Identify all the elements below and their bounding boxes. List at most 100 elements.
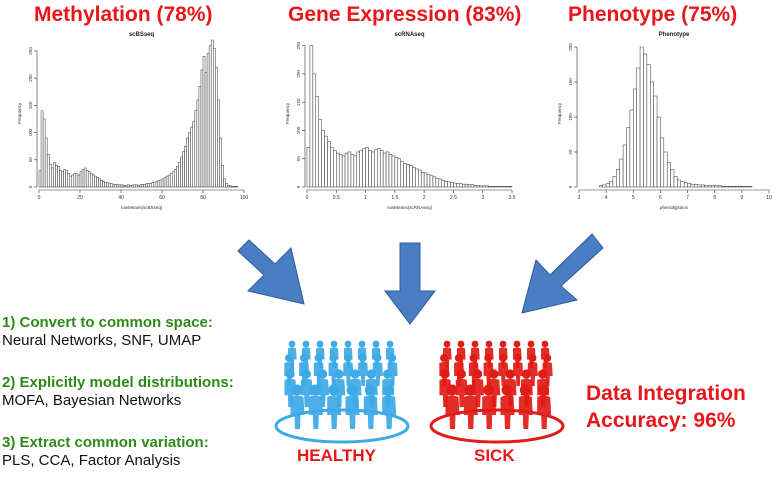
histogram-bar: [223, 178, 226, 188]
person-icon: [344, 340, 352, 348]
person-body: [343, 361, 354, 387]
y-tick-label: 200: [296, 70, 301, 78]
person-body: [358, 361, 369, 387]
x-tick-label: 40: [118, 195, 124, 201]
person-icon: [483, 384, 495, 396]
y-tick-label: 150: [296, 98, 301, 106]
person-icon: [538, 369, 548, 379]
person-body: [317, 378, 329, 408]
x-tick-label: 1: [364, 195, 367, 201]
person-icon: [358, 340, 366, 348]
person-icon: [485, 340, 493, 348]
person-body: [328, 361, 339, 387]
x-tick-label: 3: [578, 195, 581, 201]
person-icon: [489, 369, 499, 379]
person-icon: [301, 369, 311, 379]
person-icon: [501, 384, 513, 396]
result-block: Data Integration Accuracy: 96%: [586, 380, 746, 434]
arrow-left-icon: [237, 239, 305, 305]
strategy-1-methods: Neural Networks, SNF, UMAP: [2, 332, 202, 349]
person-icon: [527, 340, 535, 348]
y-tick-label: 0: [28, 185, 33, 188]
person-icon: [285, 354, 293, 362]
x-axis-label: pheno$glukos: [660, 205, 689, 210]
person-body: [518, 395, 533, 429]
person-icon: [528, 354, 537, 362]
healthy-crowd: [274, 340, 410, 444]
person-body: [382, 395, 397, 429]
chart-title: scBSseq: [129, 32, 155, 38]
person-icon: [346, 384, 358, 396]
person-icon: [309, 384, 321, 396]
group-label-healthy: HEALTHY: [297, 446, 377, 465]
person-body: [455, 378, 468, 408]
person-body: [500, 395, 515, 429]
person-icon: [456, 369, 466, 379]
person-icon: [291, 384, 303, 396]
histogram-bar: [235, 186, 239, 188]
person-icon: [469, 354, 478, 362]
chart-title: Phenotype: [659, 32, 690, 38]
y-axis-label: Frequency: [285, 102, 290, 124]
person-icon: [299, 354, 308, 362]
y-tick-label: 100: [28, 128, 33, 136]
heading-phenotype: Phenotype (75%): [568, 3, 738, 26]
person-icon: [317, 369, 328, 379]
x-axis-label: rowMeans(scBSseq): [121, 205, 163, 210]
y-tick-label: 150: [568, 78, 573, 86]
x-tick-label: 8: [713, 195, 716, 201]
person-icon: [302, 340, 310, 348]
phenotype-histogram: Phenotype 0 50 100 150 200 Frequency 3 4 5 6 7 8 9 10 p…: [557, 32, 772, 210]
person-icon: [330, 340, 338, 348]
x-tick-label: 0.5: [333, 195, 340, 201]
person-icon: [499, 340, 507, 348]
strategy-2-title: 2) Explicitly model distributions:: [2, 374, 234, 391]
person-icon: [364, 384, 376, 396]
person-body: [542, 361, 553, 387]
strategy-1: 1) Convert to common space: Neural Netwo…: [2, 314, 234, 374]
person-icon: [513, 340, 521, 348]
person-icon: [446, 384, 458, 396]
x-tick-label: 0: [38, 195, 41, 201]
person-icon: [314, 354, 323, 362]
chart-title: scRNAseq: [394, 32, 424, 38]
x-tick-label: 80: [200, 195, 206, 201]
y-tick-label: 100: [296, 126, 301, 134]
x-tick-label: 7: [686, 195, 689, 201]
person-body: [513, 361, 524, 387]
x-tick-label: 60: [159, 195, 165, 201]
person-body: [290, 395, 305, 429]
strategy-3: 3) Extract common variation: PLS, CCA, F…: [2, 434, 234, 469]
methylation-histogram: scBSseq 0 50 100 150 200 250 Frequency 0 20 40 60 80…: [17, 32, 248, 210]
y-tick-label: 0: [296, 185, 301, 188]
person-body: [387, 361, 398, 387]
person-icon: [505, 369, 515, 379]
y-tick-label: 50: [28, 157, 33, 163]
x-tick-label: 10: [766, 195, 772, 201]
person-body: [300, 378, 313, 408]
person-icon: [334, 369, 344, 379]
x-tick-label: 5: [632, 195, 635, 201]
group-label-sick: SICK: [474, 446, 515, 465]
person-icon: [328, 384, 340, 396]
person-icon: [383, 384, 395, 396]
strategy-list: 1) Convert to common space: Neural Netwo…: [2, 314, 234, 469]
strategy-2: 2) Explicitly model distributions: MOFA,…: [2, 374, 234, 434]
arrow-right-icon: [521, 233, 604, 314]
y-tick-label: 200: [28, 74, 33, 82]
x-tick-label: 2.5: [450, 195, 457, 201]
person-icon: [541, 340, 549, 348]
person-body: [498, 361, 509, 387]
histogram-bar: [219, 137, 222, 188]
person-body: [527, 361, 538, 387]
y-tick-label: 50: [568, 149, 573, 155]
person-icon: [472, 369, 483, 379]
x-tick-label: 0: [306, 195, 309, 201]
x-tick-label: 3.5: [509, 195, 516, 201]
x-tick-label: 1.5: [391, 195, 398, 201]
person-body: [472, 378, 484, 408]
y-tick-label: 250: [28, 47, 33, 55]
strategy-3-title: 3) Extract common variation:: [2, 434, 209, 451]
y-axis-label: Frequency: [17, 102, 22, 124]
person-body: [483, 361, 494, 387]
